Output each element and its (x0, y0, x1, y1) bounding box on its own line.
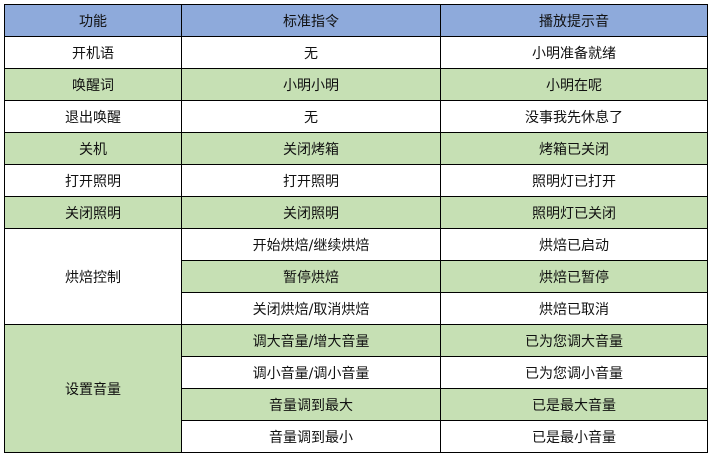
command-cell: 关闭照明 (181, 196, 441, 229)
voice-command-table: 功能 标准指令 播放提示音 开机语无小明准备就绪 唤醒词 小明小明 小明在呢 退出唤醒无… (4, 4, 708, 453)
table-row: 音量调到最小 已是最小音量 (5, 420, 708, 453)
table-row: 关机 关闭烤箱 烤箱已关闭 (4, 132, 708, 165)
command-cell: 调大音量/增大音量 (181, 324, 441, 357)
table-row: 调小音量/调小音量 已为您调小音量 (5, 356, 708, 389)
command-cell: 调小音量/调小音量 (181, 356, 441, 389)
function-cell: 唤醒词 (4, 68, 182, 101)
prompt-sound-cell: 已是最小音量 (440, 420, 708, 453)
prompt-sound-cell: 没事我先休息了 (440, 100, 708, 133)
prompt-sound-cell: 照明灯已关闭 (440, 196, 708, 229)
table-row: 音量调到最大 已是最大音量 (5, 388, 708, 421)
prompt-sound-cell: 照明灯已打开 (440, 164, 708, 197)
table-row: 设置音量 调大音量/增大音量 已为您调大音量 (4, 324, 708, 453)
function-group-cell: 烘焙控制 (4, 228, 182, 325)
prompt-sound-cell: 烘焙已启动 (440, 228, 708, 261)
command-cell: 暂停烘焙 (181, 260, 441, 293)
command-cell: 无 (181, 100, 441, 133)
command-cell: 无 (181, 36, 441, 69)
header-row: 功能 标准指令 播放提示音 (4, 4, 708, 37)
header-function: 功能 (4, 4, 182, 37)
function-group-cell: 设置音量 (4, 324, 182, 453)
table-row: 唤醒词 小明小明 小明在呢 (4, 68, 708, 101)
function-cell: 关机 (4, 132, 182, 165)
prompt-sound-cell: 已为您调大音量 (440, 324, 708, 357)
header-command: 标准指令 (181, 4, 441, 37)
prompt-sound-cell: 烤箱已关闭 (440, 132, 708, 165)
header-prompt-sound: 播放提示音 (440, 4, 708, 37)
command-cell: 关闭烘焙/取消烘焙 (181, 292, 441, 325)
command-cell: 打开照明 (181, 164, 441, 197)
command-cell: 音量调到最小 (181, 420, 441, 453)
command-cell: 音量调到最大 (181, 388, 441, 421)
function-cell: 打开照明 (4, 164, 182, 197)
command-cell: 关闭烤箱 (181, 132, 441, 165)
command-cell: 开始烘焙/继续烘焙 (181, 228, 441, 261)
function-cell: 开机语 (4, 36, 182, 69)
table-row: 关闭照明 关闭照明 照明灯已关闭 (4, 196, 708, 229)
table-row: 开机语无小明准备就绪 (4, 36, 708, 69)
function-cell: 退出唤醒 (4, 100, 182, 133)
table-row: 烘焙控制 开始烘焙/继续烘焙 烘焙已启动 (4, 228, 708, 325)
prompt-sound-cell: 烘焙已暂停 (440, 260, 708, 293)
prompt-sound-cell: 小明在呢 (440, 68, 708, 101)
prompt-sound-cell: 已为您调小音量 (440, 356, 708, 389)
function-cell: 关闭照明 (4, 196, 182, 229)
table-row: 暂停烘焙 烘焙已暂停 (5, 260, 708, 293)
prompt-sound-cell: 已是最大音量 (440, 388, 708, 421)
command-cell: 小明小明 (181, 68, 441, 101)
prompt-sound-cell: 小明准备就绪 (440, 36, 708, 69)
table-row: 打开照明 打开照明 照明灯已打开 (4, 164, 708, 197)
table-row: 退出唤醒无没事我先休息了 (4, 100, 708, 133)
prompt-sound-cell: 烘焙已取消 (440, 292, 708, 325)
